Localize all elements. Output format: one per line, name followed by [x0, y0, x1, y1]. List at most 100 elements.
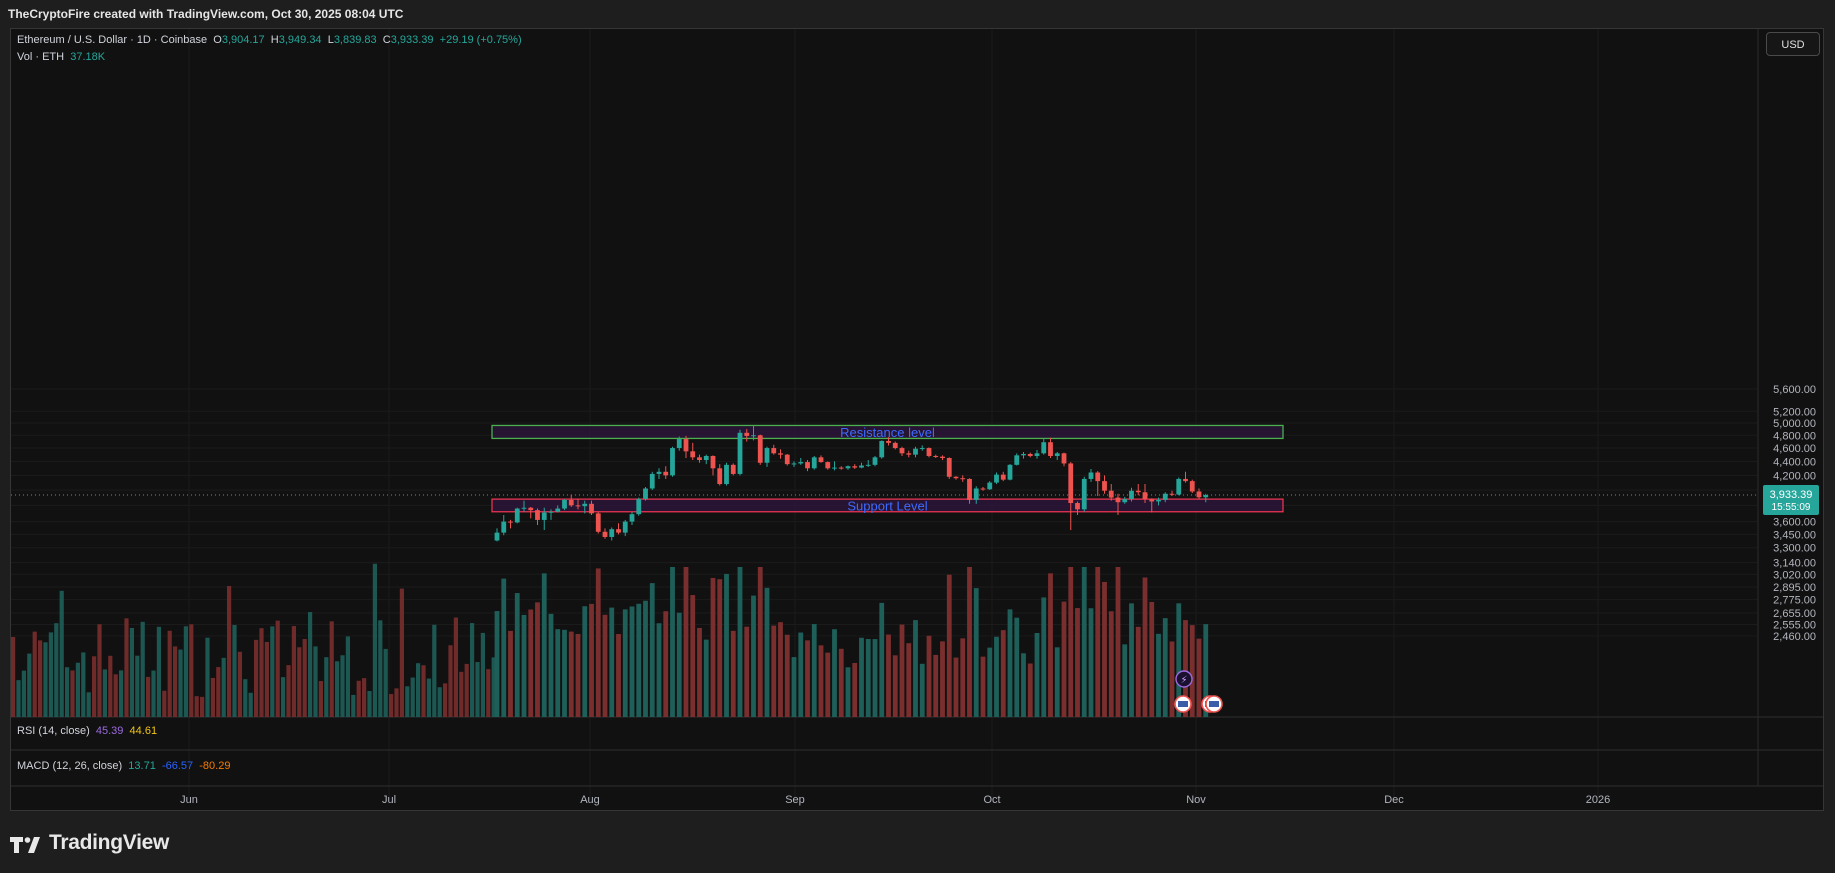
price-axis-label: 2,460.00 [1773, 631, 1816, 643]
macd-value: 13.71 [128, 760, 156, 772]
volume-bar [480, 632, 485, 717]
candle-up [987, 482, 993, 490]
currency-button[interactable]: USD [1766, 32, 1820, 56]
candle-up [1162, 493, 1168, 500]
volume-bar [156, 626, 161, 717]
resistance-zone [491, 424, 1284, 440]
volume-bar [980, 656, 986, 717]
candle-up [1007, 464, 1013, 480]
candle-down [886, 440, 891, 443]
volume-bar [443, 683, 448, 717]
volume-bar [494, 611, 500, 717]
volume-bar [1007, 609, 1013, 717]
volume-bar [1149, 601, 1155, 717]
volume-bar [784, 634, 790, 717]
volume-bar [1061, 601, 1067, 717]
low-label: L [327, 34, 334, 46]
candle-down [1196, 491, 1202, 498]
macd-label[interactable]: MACD (12, 26, close) [17, 760, 123, 772]
candle-down [967, 478, 972, 500]
tradingview-logo[interactable]: TradingView [10, 830, 169, 856]
flag-icon-stripe [1209, 701, 1219, 707]
volume-bar [933, 654, 939, 717]
volume-bar [771, 625, 777, 717]
support-label: Support Level [847, 498, 927, 513]
volume-bar [737, 567, 743, 717]
volume-bar [1048, 573, 1053, 717]
volume-bar [270, 626, 275, 717]
volume-bar [119, 670, 124, 717]
candle-down [1183, 478, 1188, 482]
price-axis-label: 5,600.00 [1773, 384, 1816, 396]
candle-down [1068, 463, 1074, 504]
volume-bar [838, 648, 844, 717]
candle-up [973, 488, 979, 500]
volume-bar [548, 613, 554, 717]
volume-bar [811, 624, 817, 717]
open-value: 3,904.17 [221, 34, 265, 46]
volume-bar [70, 670, 75, 717]
volume-bar [59, 590, 64, 717]
candle-down [690, 451, 696, 458]
candle-up [1156, 499, 1161, 502]
candle-down [1000, 474, 1006, 480]
candle-up [629, 514, 635, 522]
volume-bar [167, 630, 172, 717]
candle-up [636, 499, 642, 515]
volume-bar [345, 636, 350, 717]
volume-bar [1027, 663, 1033, 717]
volume-bar [470, 623, 475, 717]
candle-down [528, 507, 534, 511]
volume-bar [649, 583, 655, 717]
brand-name: TradingView [49, 831, 170, 854]
candle-down [892, 442, 898, 449]
volume-bar [528, 609, 534, 717]
volume-bar [302, 638, 307, 717]
candle-down [535, 510, 540, 520]
volume-bar [913, 620, 918, 717]
candle-up [541, 512, 547, 520]
price-axis-label: 3,140.00 [1773, 558, 1816, 570]
candle-up [656, 471, 662, 474]
volume-bar [237, 651, 242, 717]
rsi-ma-value: 44.61 [129, 725, 158, 737]
candle-down [960, 478, 966, 480]
symbol-label[interactable]: Ethereum / U.S. Dollar · 1D · Coinbase [17, 34, 208, 46]
rsi-label[interactable]: RSI (14, close) [17, 725, 90, 737]
volume-bar [432, 624, 437, 717]
candle-up [622, 521, 628, 533]
candle-down [1075, 503, 1080, 510]
volume-bar [1041, 597, 1047, 717]
time-axis-label: Sep [785, 794, 805, 806]
volume-bar [514, 593, 520, 717]
volume-bar [582, 606, 588, 717]
volume-label[interactable]: Vol · ETH [17, 51, 65, 63]
candle-down [940, 456, 945, 459]
volume-bar [410, 677, 415, 717]
last-price-value: 3,933.39 [1770, 489, 1813, 501]
candle-up [1122, 499, 1128, 503]
volume-bar [21, 670, 26, 717]
candle-down [663, 471, 669, 476]
volume-bar [940, 641, 945, 717]
candle-down [899, 448, 905, 454]
candle-down [1142, 492, 1148, 500]
price-axis-label: 5,200.00 [1773, 406, 1816, 418]
volume-bar [264, 641, 269, 717]
volume-bar [541, 573, 547, 717]
candle-up [521, 507, 527, 509]
volume-bar [383, 648, 388, 717]
volume-bar [329, 621, 334, 717]
candle-down [1189, 481, 1195, 492]
candle-down [710, 455, 716, 469]
volume-bar [221, 657, 226, 717]
candle-down [838, 467, 844, 469]
resistance-label: Resistance level [840, 425, 935, 440]
volume-bar [845, 667, 851, 717]
volume-bar [32, 631, 37, 717]
volume-bar [421, 665, 426, 717]
volume-bar [953, 657, 959, 717]
volume-bar [356, 680, 361, 717]
macd-histogram-value: -80.29 [199, 760, 231, 772]
